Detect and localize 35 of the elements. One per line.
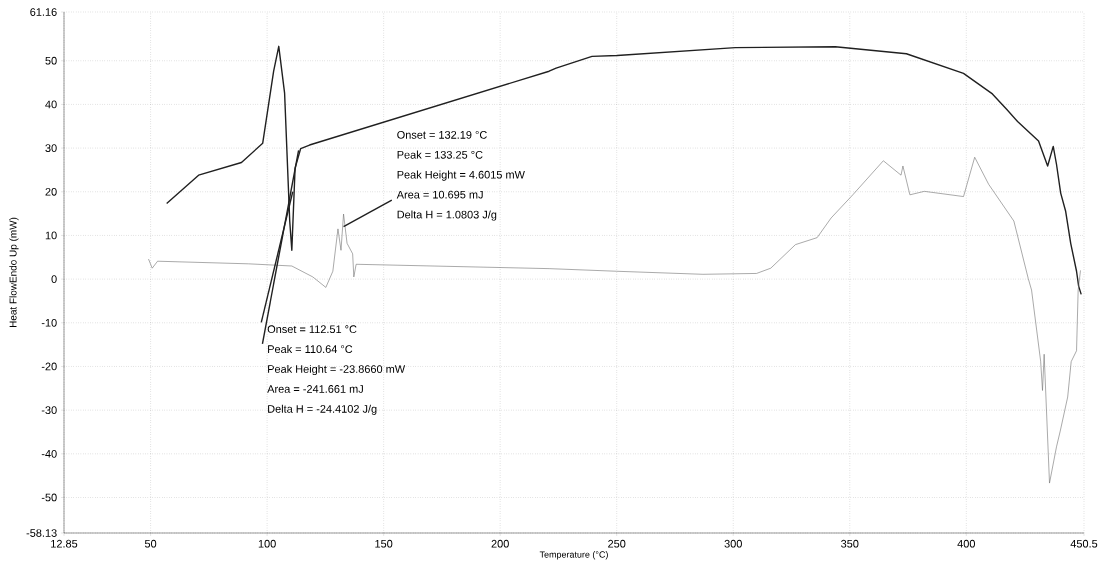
annotation: Onset = 132.19 °C [397, 131, 487, 139]
annotation: Onset = 112.51 °C [267, 325, 357, 334]
x-tick-label: 200 [491, 539, 509, 548]
x-tick-label: 250 [608, 539, 626, 548]
y-tick-label: -58.13 [26, 529, 57, 537]
y-tick-label: 30 [45, 144, 57, 152]
y-tick-label: 61.16 [30, 8, 57, 16]
annotation: Peak = 110.64 °C [268, 344, 353, 354]
y-tick-label: 10 [45, 231, 57, 240]
y-axis-title: Heat FlowEndo Up (mW) [9, 217, 19, 328]
annotation: Peak Height = 4.6015 mW [397, 170, 525, 181]
y-tick-label: -40 [41, 449, 57, 458]
y-tick-label: 50 [45, 56, 57, 65]
annotation: Delta H = 1.0803 J/g [397, 210, 497, 221]
y-tick-label: -20 [41, 362, 57, 371]
annotation: Peak = 133.25 °C [397, 150, 483, 159]
x-tick-label: 400 [957, 539, 975, 548]
y-tick-label: 40 [45, 100, 57, 109]
y-tick-label: 20 [45, 187, 57, 196]
x-tick-label: 100 [258, 539, 276, 548]
y-tick-label: 0 [51, 275, 57, 283]
x-tick-label: 300 [724, 539, 742, 548]
x-tick-label: 350 [841, 539, 859, 548]
x-tick-label: 150 [375, 539, 393, 548]
annotation: Delta H = -24.4102 J/g [268, 404, 377, 415]
x-axis-title: Temperature (°C) [539, 551, 608, 560]
y-tick-label: -50 [41, 493, 57, 502]
y-tick-label: -30 [41, 406, 57, 415]
x-tick-label: 50 [144, 539, 157, 548]
annotation: Area = -241.661 mJ [267, 385, 363, 393]
y-tick-label: -10 [41, 318, 57, 327]
annotation: Peak Height = -23.8660 mW [268, 364, 406, 376]
annotation: Area = 10.695 mJ [396, 190, 483, 199]
x-tick-label: 450.5 [1070, 539, 1098, 548]
x-tick-label: 12.85 [51, 539, 78, 548]
